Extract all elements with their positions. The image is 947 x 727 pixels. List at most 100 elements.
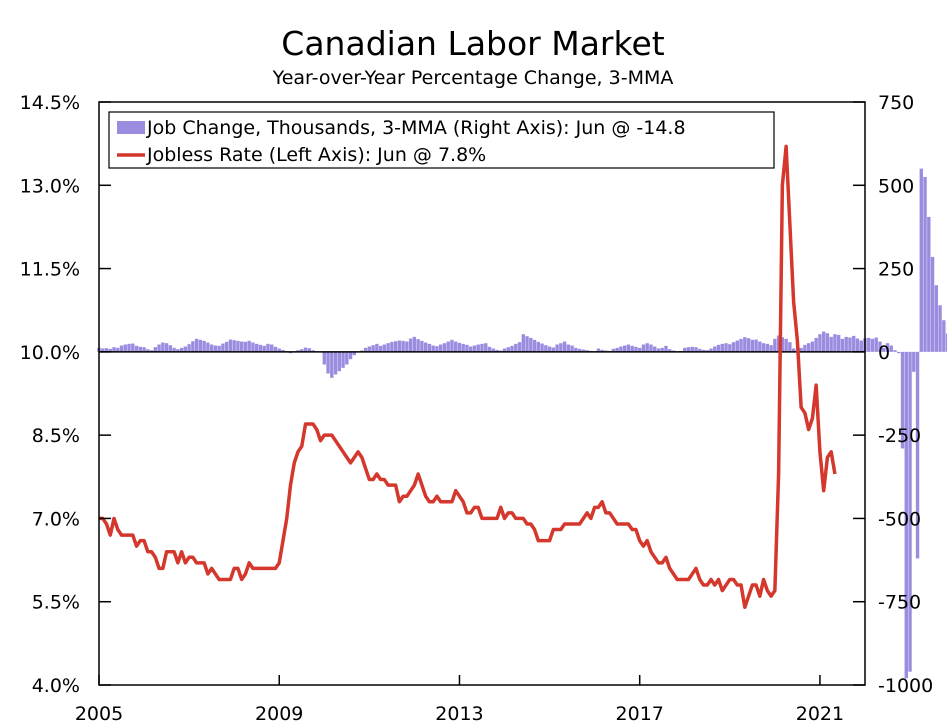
job-change-bar — [634, 346, 638, 352]
job-change-bar — [142, 347, 146, 352]
job-change-bar — [183, 346, 188, 352]
job-change-bar — [484, 343, 488, 352]
job-change-bar — [341, 351, 345, 368]
job-change-bar — [656, 348, 661, 352]
job-change-bar — [352, 351, 357, 356]
job-change-bar — [574, 347, 578, 352]
jobless-rate-line — [99, 144, 837, 610]
job-change-bar — [927, 216, 931, 352]
x-axis-tick-label: 2009 — [255, 703, 303, 725]
chart-title: Canadian Labor Market — [281, 24, 664, 63]
job-change-bar — [799, 347, 803, 352]
job-change-bar — [867, 337, 871, 352]
job-change-bar — [172, 347, 176, 352]
job-change-bar — [694, 347, 698, 352]
job-change-bar — [791, 348, 796, 352]
job-change-bar — [472, 345, 477, 352]
job-change-bar — [202, 340, 206, 352]
right-axis-tick-label: 500 — [878, 175, 914, 197]
job-change-bar — [532, 339, 537, 352]
job-change-bar — [626, 344, 631, 352]
job-change-bar — [116, 347, 120, 352]
job-change-bar — [540, 343, 544, 352]
job-change-bar — [164, 343, 169, 352]
job-change-bar — [930, 256, 935, 352]
job-change-bar — [821, 331, 826, 352]
job-change-bar — [236, 340, 240, 352]
job-change-bar — [457, 342, 462, 352]
job-change-bar — [146, 349, 150, 352]
job-change-bar — [405, 341, 409, 352]
job-change-bar — [754, 339, 758, 352]
job-change-bar — [769, 345, 773, 352]
job-change-bar — [393, 341, 398, 352]
job-change-bar — [243, 341, 248, 352]
job-change-bar — [912, 351, 916, 372]
legend-line-label: Jobless Rate (Left Axis): Jun @ 7.8% — [146, 144, 486, 166]
right-axis-tick-label: -500 — [878, 508, 921, 530]
job-change-bar — [814, 337, 818, 352]
job-change-bar — [829, 336, 833, 352]
job-change-bar — [701, 349, 706, 352]
job-change-bar — [322, 351, 326, 365]
job-change-bar — [566, 344, 571, 352]
job-change-bar — [577, 348, 582, 352]
job-change-bar — [810, 341, 815, 352]
job-change-bar — [412, 336, 417, 352]
left-axis-tick-label: 10.0% — [20, 342, 80, 364]
job-change-bar — [277, 348, 281, 352]
job-change-bar — [750, 339, 755, 352]
job-change-bar — [720, 343, 724, 352]
left-axis-tick-label: 13.0% — [20, 175, 80, 197]
job-change-bar — [555, 344, 559, 352]
job-change-bar — [758, 341, 762, 352]
job-change-bar — [491, 348, 495, 352]
job-change-bar — [401, 340, 405, 352]
job-change-bar — [123, 344, 127, 352]
job-change-bar — [615, 347, 619, 352]
job-change-bar — [825, 333, 830, 352]
job-change-bar — [893, 350, 897, 352]
job-change-bar — [735, 340, 739, 352]
job-change-bar — [378, 345, 383, 352]
job-change-bar — [281, 349, 285, 352]
job-change-bar — [784, 338, 788, 352]
job-change-bar — [119, 345, 124, 352]
job-change-bar — [138, 346, 142, 352]
job-change-bar — [427, 343, 432, 352]
x-axis-tick-label: 2005 — [75, 703, 123, 725]
job-change-bar — [904, 351, 908, 679]
job-change-bar — [408, 338, 413, 352]
x-axis-tick-label: 2017 — [616, 703, 664, 725]
job-change-bar — [461, 343, 465, 352]
job-change-bar — [450, 339, 454, 352]
job-change-bar — [885, 343, 890, 352]
job-change-bar — [716, 344, 721, 352]
chart-subtitle: Year-over-Year Percentage Change, 3-MMA — [272, 67, 674, 89]
job-change-bar — [502, 348, 507, 352]
right-axis-tick-label: 0 — [878, 342, 890, 364]
job-change-bar — [833, 334, 837, 352]
job-change-bar — [157, 344, 161, 352]
job-change-bar — [438, 344, 443, 352]
job-change-bar — [600, 349, 604, 352]
job-change-bar — [915, 351, 920, 559]
job-change-bar — [852, 335, 856, 352]
job-change-bar — [221, 343, 225, 352]
job-change-bar — [803, 344, 807, 352]
job-change-bar — [622, 345, 627, 352]
job-change-bar — [713, 346, 717, 352]
job-change-bar — [270, 344, 274, 352]
job-change-bar — [487, 346, 492, 352]
job-change-bar — [780, 337, 785, 352]
legend-bar-swatch — [117, 121, 145, 134]
job-change-bar — [765, 343, 770, 352]
job-change-bars — [97, 168, 947, 679]
left-axis-tick-label: 4.0% — [32, 675, 80, 697]
job-change-bar — [938, 305, 942, 352]
right-axis-tick-label: 750 — [878, 92, 914, 114]
job-change-bar — [585, 350, 589, 352]
job-change-bar — [897, 351, 901, 354]
job-change-bar — [945, 333, 947, 352]
